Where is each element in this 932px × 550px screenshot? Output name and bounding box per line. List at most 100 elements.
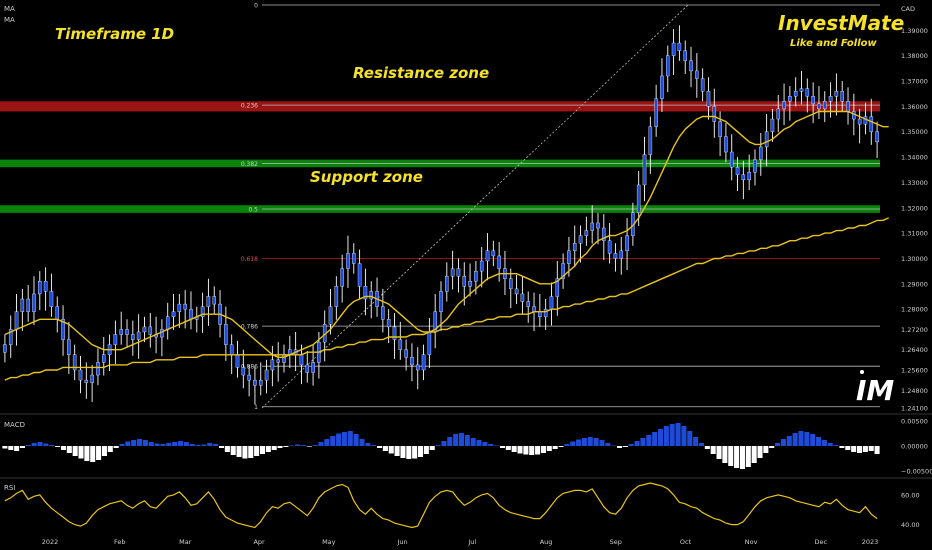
macd-bar	[874, 446, 880, 454]
candle-body	[282, 354, 286, 363]
ma-fast-line	[4, 110, 889, 358]
fib-label-0.5: 0.5	[248, 207, 258, 214]
candle-body	[55, 306, 60, 320]
candle-body	[520, 293, 525, 302]
fib-label-0.618: 0.618	[241, 256, 258, 263]
candle-body	[770, 118, 775, 132]
brand-logo-text: IM	[856, 374, 894, 407]
macd-bar	[371, 445, 377, 446]
macd-bar	[31, 443, 37, 446]
candle-body	[822, 101, 827, 110]
candle-body	[729, 151, 734, 168]
macd-tick-label: −0.00500	[901, 468, 932, 476]
candle-body	[253, 379, 257, 386]
macd-tick-label: 0.00000	[901, 443, 928, 451]
candle-body	[491, 250, 496, 257]
macd-bar	[535, 446, 541, 455]
candle-body	[619, 250, 624, 259]
candle-body	[119, 329, 123, 335]
candle-body	[20, 298, 25, 312]
macd-bar	[137, 439, 143, 446]
candle-body	[607, 240, 612, 254]
macd-bar	[780, 439, 786, 446]
candle-body	[235, 354, 240, 368]
macd-bar	[663, 426, 669, 446]
candle-body	[381, 306, 385, 320]
macd-bar	[786, 436, 792, 446]
macd-bar	[628, 444, 634, 446]
resistance-zone-0	[0, 101, 880, 112]
candle-body	[584, 230, 589, 236]
macd-bar	[236, 446, 242, 457]
macd-bar	[657, 429, 664, 446]
candle-body	[759, 146, 763, 160]
candle-body	[270, 359, 275, 371]
time-tick-label: 2022	[42, 538, 59, 546]
candle-body	[695, 70, 699, 79]
candle-body	[67, 339, 71, 355]
macd-bar	[353, 434, 359, 446]
candle-body	[113, 334, 118, 345]
currency-label: CAD	[901, 5, 915, 13]
macd-bar	[412, 446, 418, 459]
price-tick-label: 1.39000	[901, 27, 928, 35]
macd-bar	[763, 446, 769, 453]
candle-body	[625, 235, 629, 252]
candle-body	[811, 96, 815, 105]
candle-body	[689, 60, 693, 72]
macd-bar	[499, 446, 505, 448]
candle-body	[439, 291, 443, 312]
macd-bar	[769, 446, 775, 448]
candle-body	[735, 167, 740, 175]
macd-bar	[856, 446, 863, 453]
macd-bar	[300, 445, 306, 446]
support-label: Support zone	[310, 168, 423, 186]
macd-bar	[839, 446, 845, 448]
price-tick-label: 1.37000	[901, 78, 928, 86]
macd-bar	[14, 446, 20, 451]
macd-bar	[710, 446, 716, 454]
macd-bar	[49, 445, 55, 446]
time-tick-label: Jul	[467, 538, 476, 546]
macd-bar	[154, 443, 160, 446]
candle-body	[799, 88, 804, 92]
macd-bar	[734, 446, 740, 468]
price-tick-label: 1.26400	[901, 346, 928, 354]
macd-bar	[722, 446, 728, 463]
candle-body	[3, 344, 7, 353]
time-tick-label: Aug	[540, 538, 553, 546]
macd-bar	[698, 443, 704, 446]
price-tick-label: 1.27200	[901, 326, 928, 334]
candle-body	[165, 316, 170, 330]
macd-bar	[172, 442, 178, 446]
macd-bar	[464, 435, 470, 446]
macd-bar	[798, 431, 804, 446]
macd-bar	[622, 446, 628, 447]
time-tick-label: Dec	[815, 538, 828, 546]
macd-bar	[599, 440, 605, 446]
candles-layer	[3, 25, 879, 405]
macd-bar	[546, 446, 552, 451]
macd-bar	[529, 446, 535, 455]
macd-histogram	[2, 423, 880, 469]
macd-bar	[388, 446, 394, 454]
candle-body	[200, 306, 205, 317]
candle-body	[840, 91, 844, 102]
macd-bar	[494, 445, 500, 447]
macd-bar	[336, 433, 342, 446]
macd-bar	[166, 443, 172, 446]
macd-bar	[330, 436, 336, 446]
macd-bar	[271, 446, 277, 450]
candle-body	[445, 276, 449, 292]
macd-bar	[224, 446, 230, 452]
macd-bar	[318, 442, 324, 446]
candle-body	[642, 154, 647, 186]
macd-bar	[125, 441, 131, 446]
macd-bar	[576, 439, 582, 446]
candle-body	[386, 319, 391, 328]
candle-body	[224, 324, 228, 345]
candle-body	[538, 311, 542, 317]
macd-bar	[687, 431, 693, 446]
macd-bar	[804, 432, 810, 446]
candle-body	[142, 326, 147, 333]
